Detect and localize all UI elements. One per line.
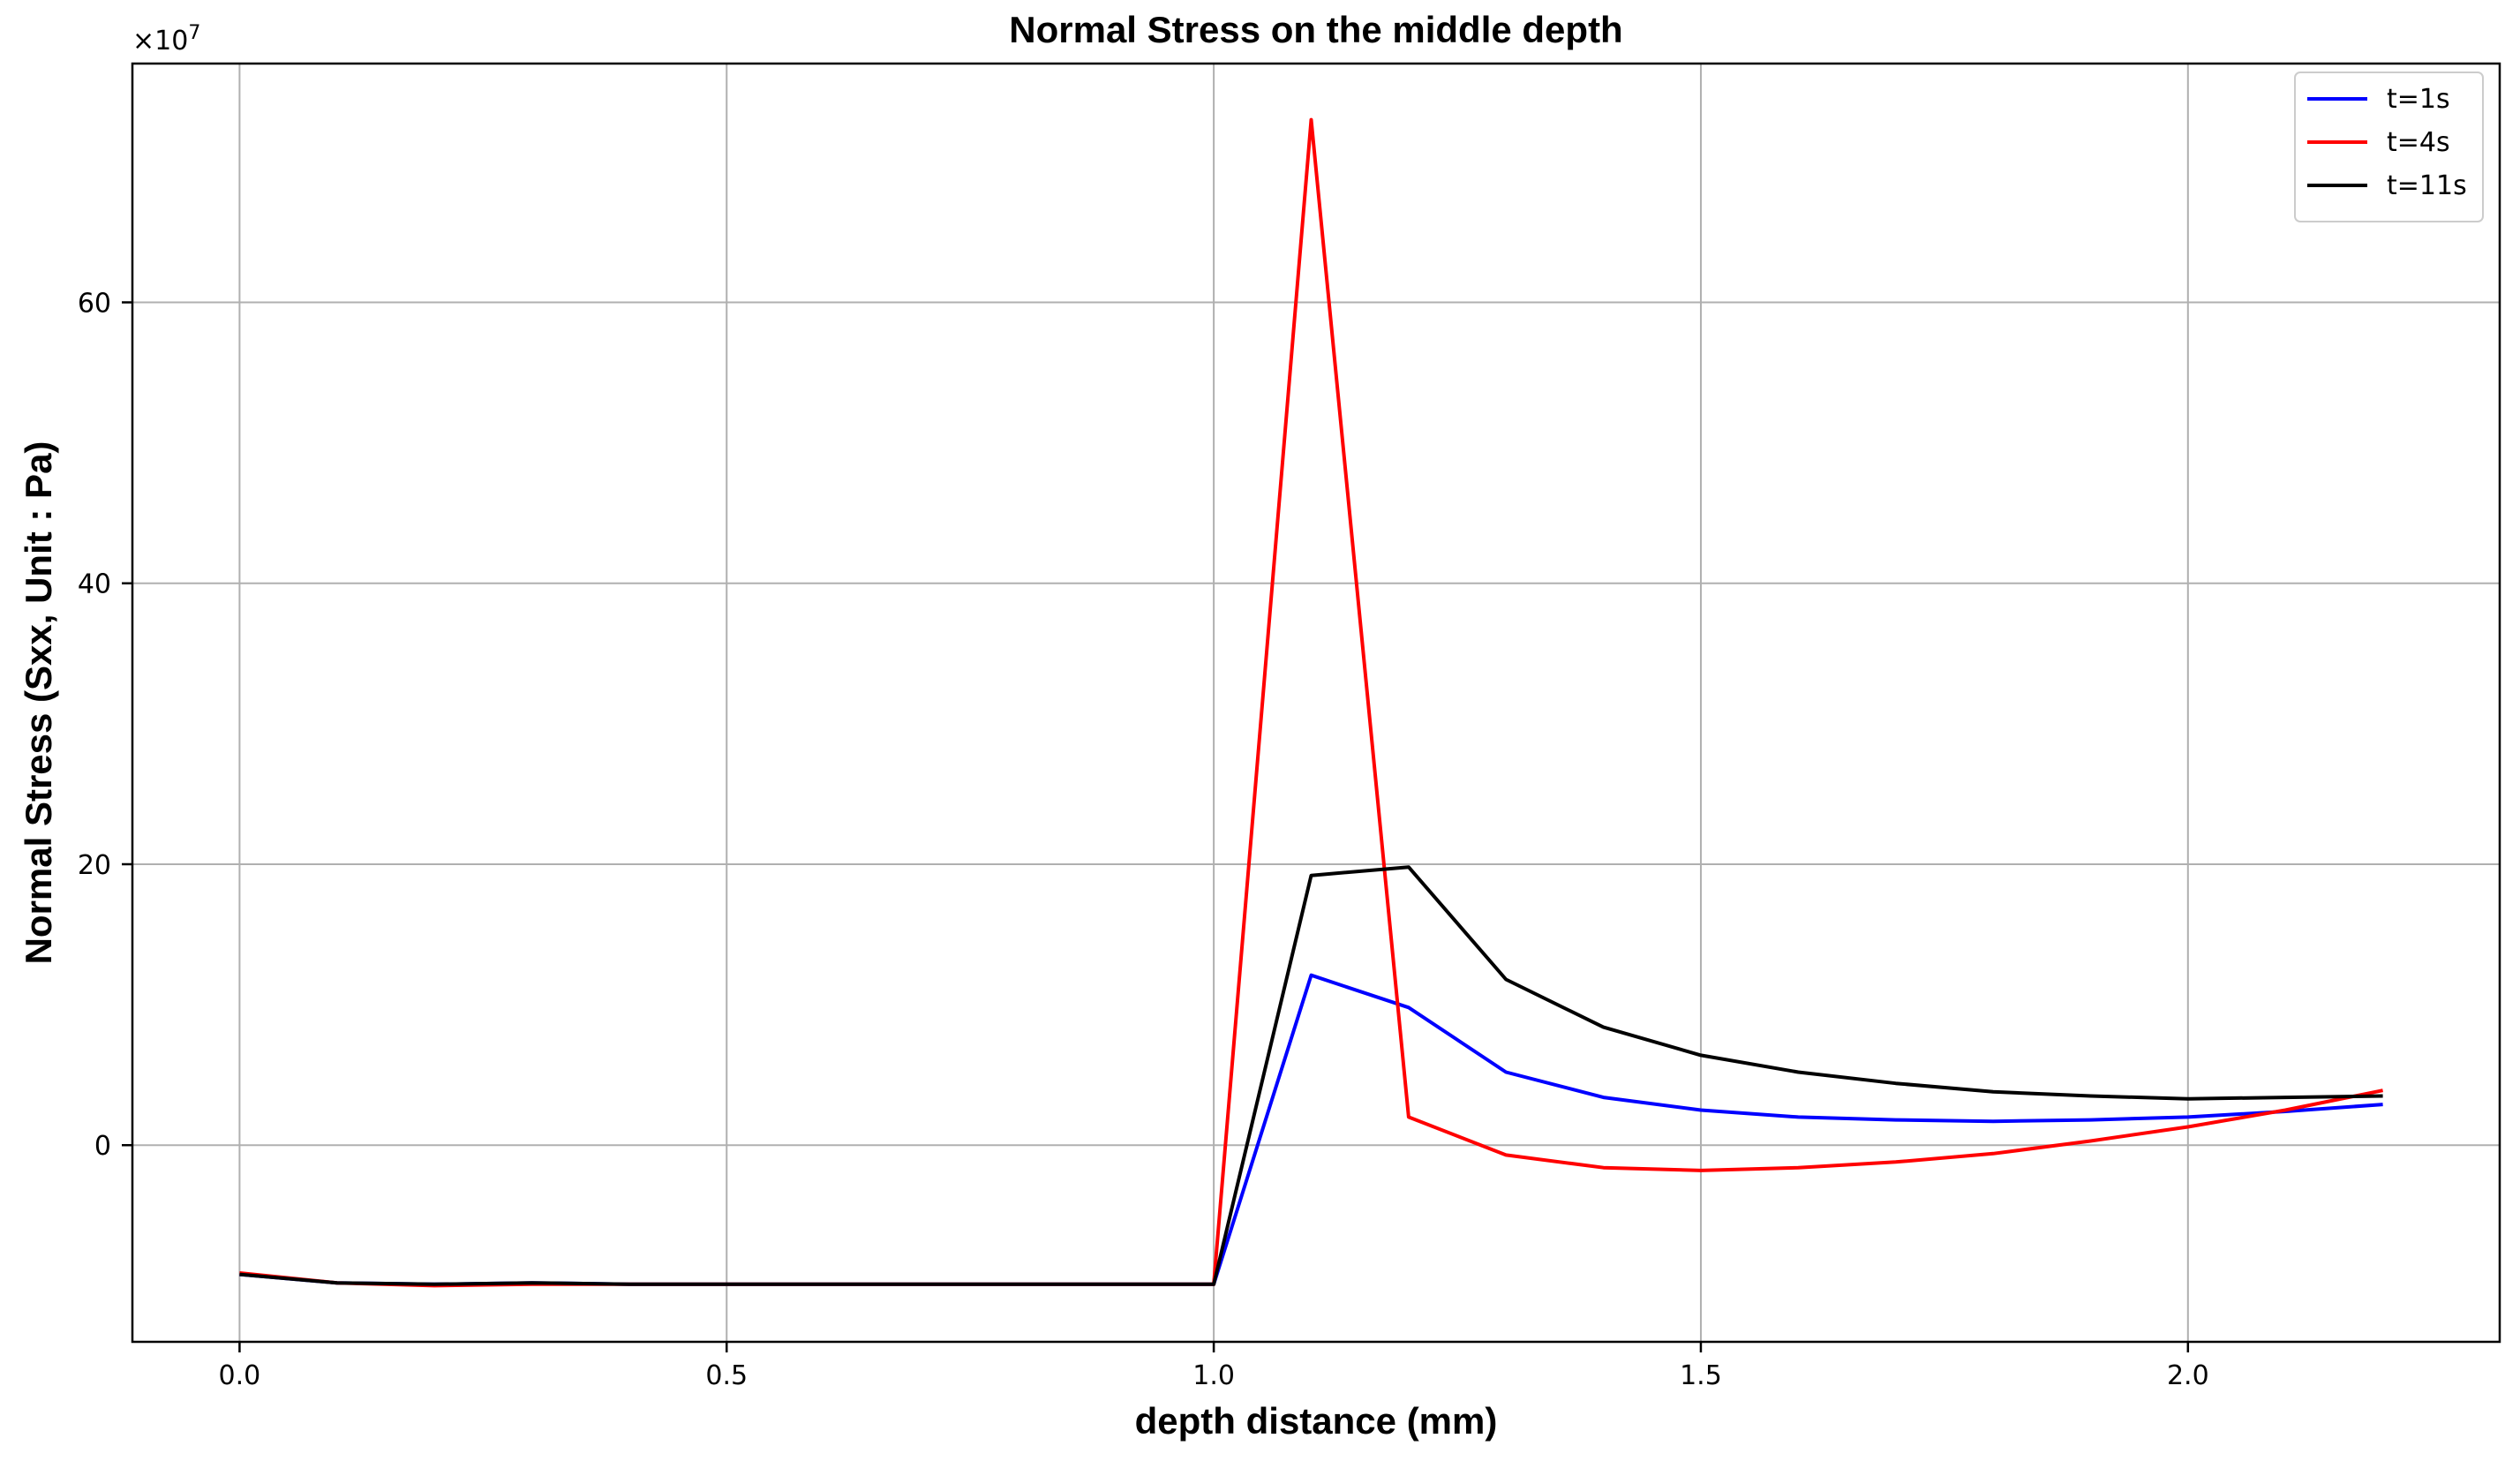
x-tick-label: 1.5 [1680, 1360, 1722, 1391]
chart-title: Normal Stress on the middle depth [1009, 9, 1622, 50]
grid [132, 64, 2500, 1342]
y-scale-exponent: 7 [188, 22, 200, 44]
y-scale-base: ×10 [132, 26, 188, 56]
legend-label: t=4s [2387, 127, 2450, 158]
legend: t=1s t=4s t=11s [2294, 72, 2484, 222]
y-tick-label: 40 [78, 569, 111, 600]
y-tick-label: 0 [94, 1131, 111, 1162]
axis-ticks: 0.0 0.5 1.0 1.5 2.0 0 20 40 60 [78, 289, 2209, 1391]
x-axis-label: depth distance (mm) [1135, 1400, 1498, 1442]
series-line [239, 973, 2383, 1286]
series-lines [239, 117, 2383, 1288]
legend-label: t=11s [2387, 170, 2467, 201]
x-tick-label: 0.5 [705, 1360, 748, 1391]
x-tick-label: 1.0 [1192, 1360, 1235, 1391]
y-scale-factor: ×107 [132, 22, 200, 56]
series-line [239, 117, 2383, 1288]
legend-label: t=1s [2387, 84, 2450, 115]
y-tick-label: 60 [78, 289, 111, 320]
x-tick-label: 0.0 [219, 1360, 261, 1391]
y-axis-label: Normal Stress (Sxx, Unit : Pa) [18, 441, 59, 965]
series-line [239, 865, 2383, 1286]
x-tick-label: 2.0 [2167, 1360, 2209, 1391]
y-tick-label: 20 [78, 850, 111, 881]
plot-frame [131, 62, 2501, 1344]
